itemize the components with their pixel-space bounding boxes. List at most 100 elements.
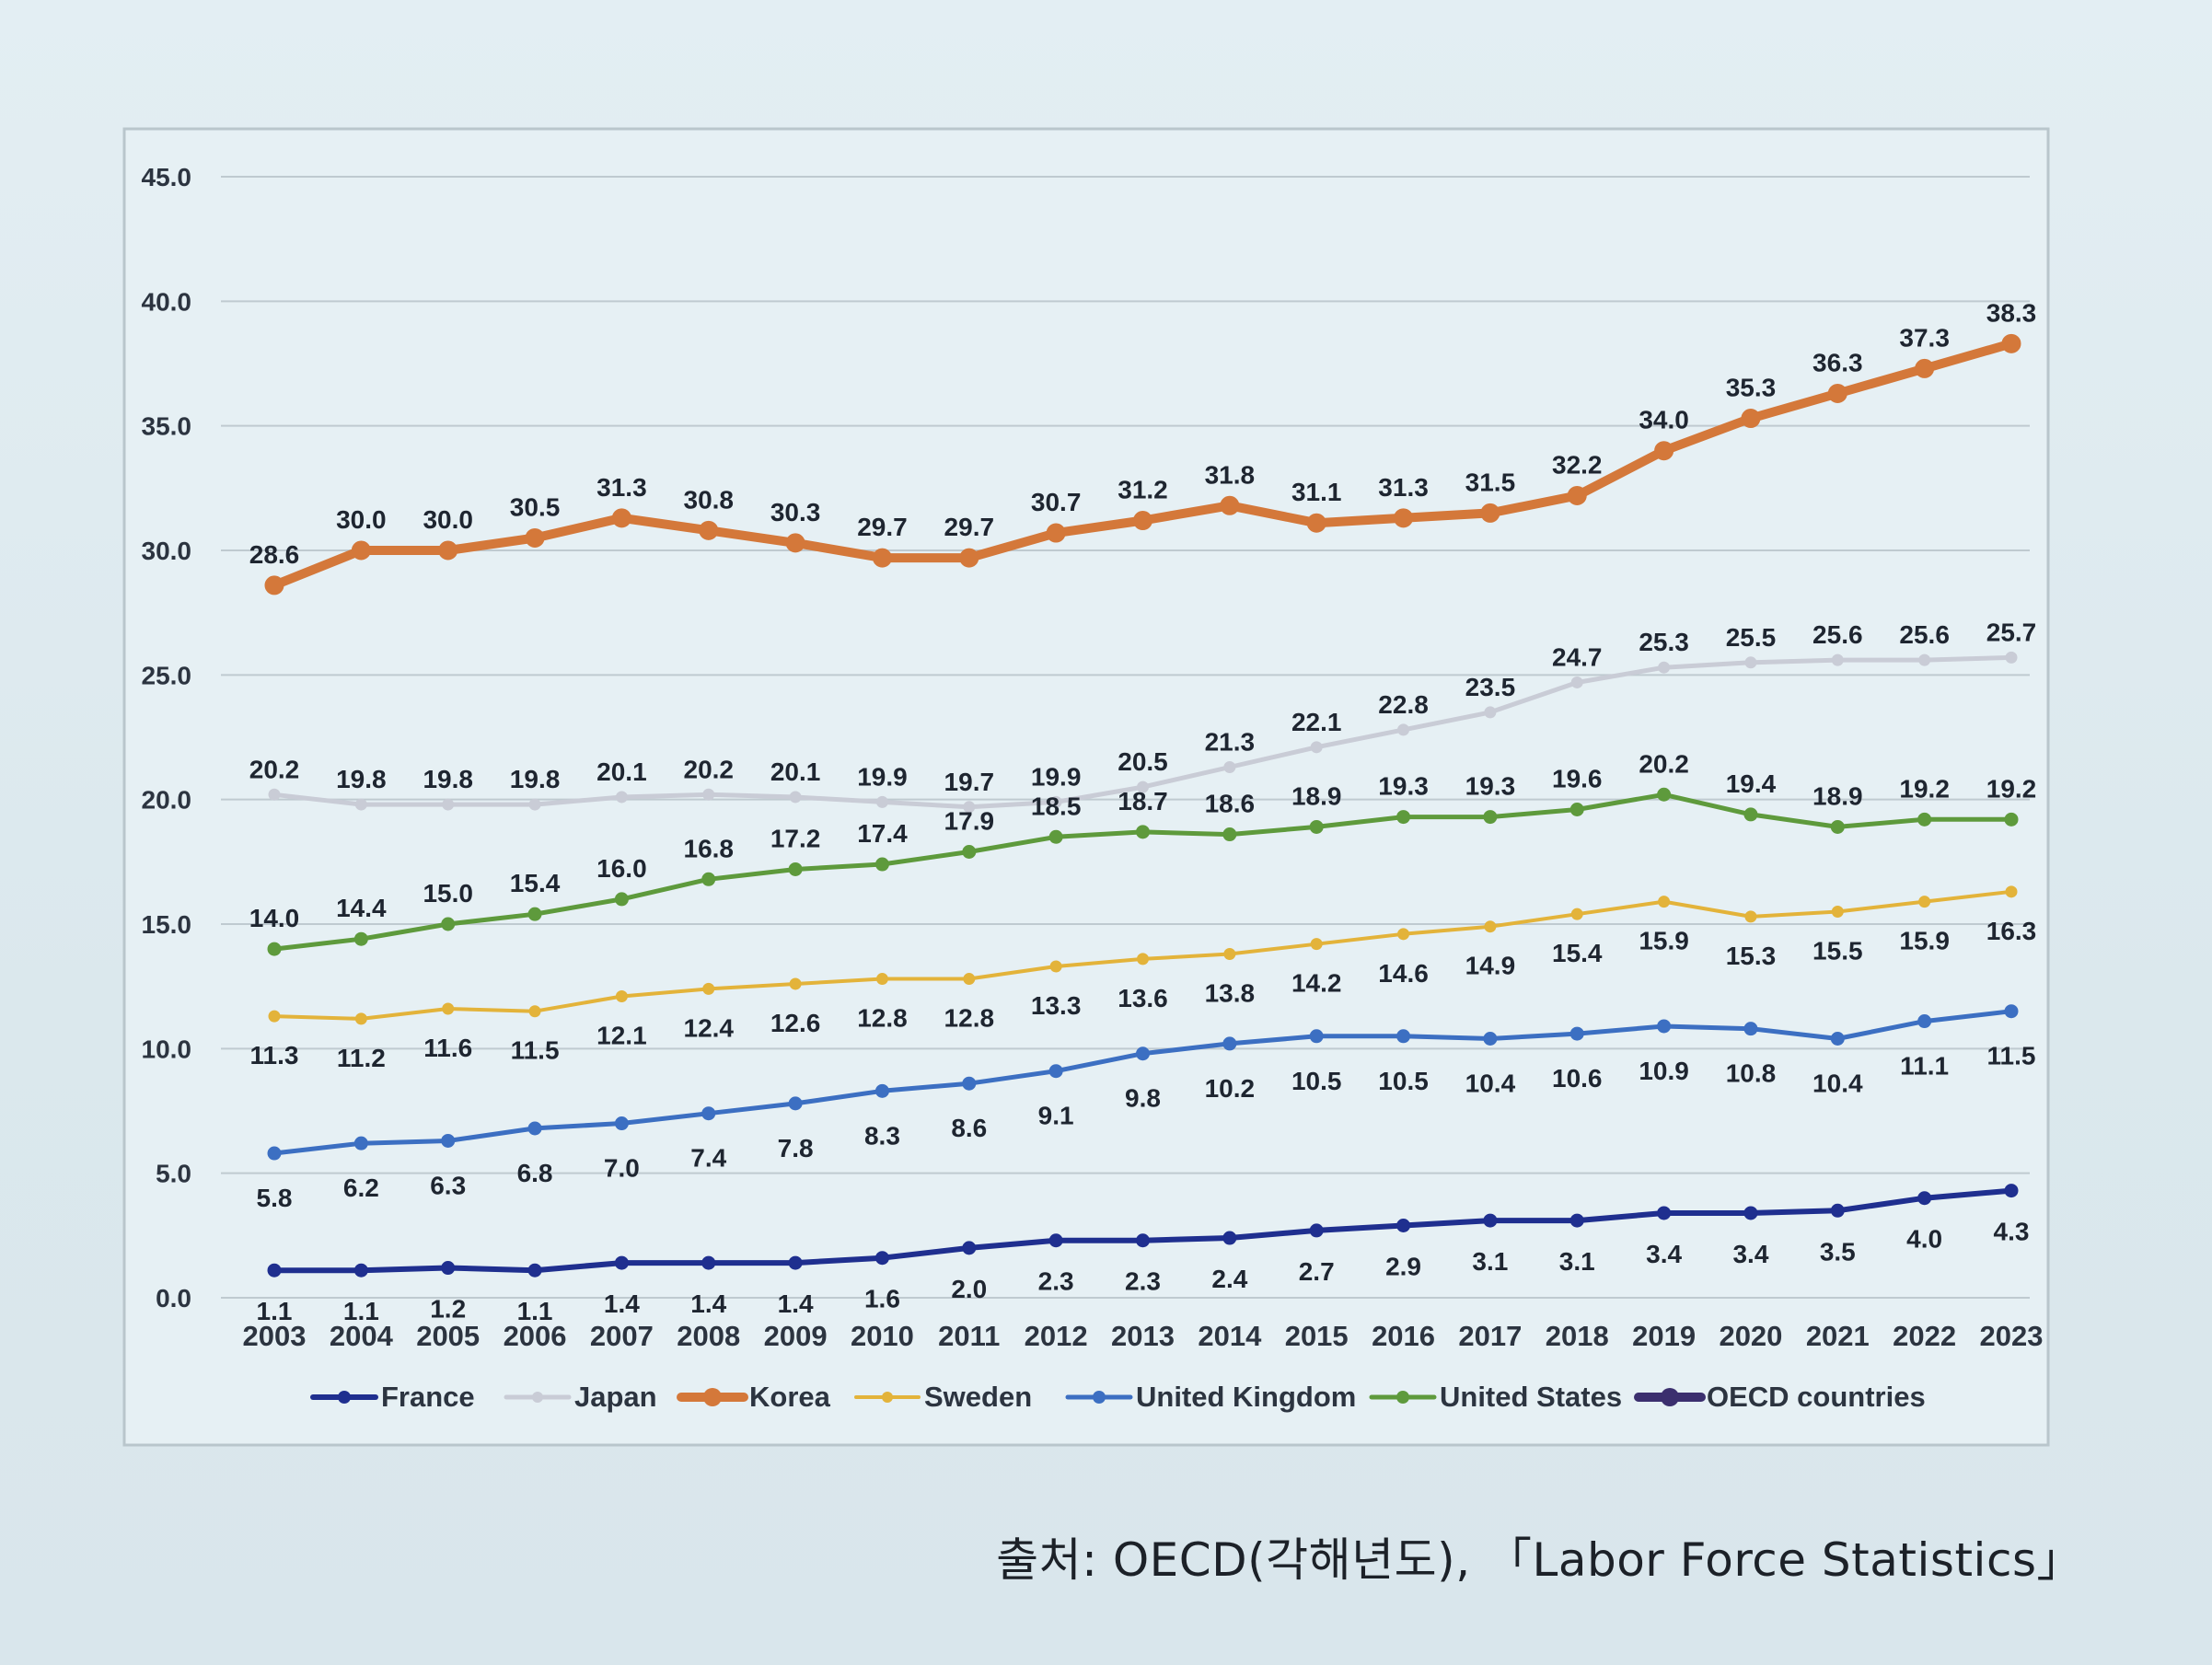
data-point <box>1396 1029 1411 1044</box>
data-point <box>1569 1213 1584 1228</box>
data-label: 4.0 <box>1906 1225 1942 1254</box>
data-point <box>1657 787 1672 802</box>
data-point <box>1744 910 1757 923</box>
data-point <box>1741 409 1761 429</box>
data-label: 38.3 <box>1986 298 2037 327</box>
data-point <box>441 1133 456 1148</box>
data-point <box>1569 802 1584 816</box>
x-tick-label: 2018 <box>1546 1320 1609 1352</box>
data-point <box>1137 953 1149 965</box>
data-point <box>1918 653 1931 666</box>
y-tick-label: 0.0 <box>156 1284 191 1312</box>
data-point <box>962 1241 977 1255</box>
data-point <box>1220 495 1240 515</box>
data-label: 15.4 <box>510 869 561 897</box>
data-point <box>1048 829 1063 844</box>
data-label: 17.9 <box>944 807 995 836</box>
data-point <box>1483 1032 1498 1046</box>
data-label: 25.6 <box>1899 620 1950 649</box>
data-point <box>874 857 889 872</box>
data-point <box>1394 508 1414 528</box>
data-label: 4.3 <box>1994 1218 2030 1246</box>
data-point <box>1136 825 1150 839</box>
data-label: 19.9 <box>857 762 908 791</box>
data-label: 11.5 <box>511 1036 560 1065</box>
data-point <box>267 1263 282 1278</box>
legend-marker <box>882 1392 893 1403</box>
data-point <box>353 931 368 946</box>
data-point <box>874 1251 889 1266</box>
data-point <box>615 989 628 1002</box>
data-label: 1.6 <box>864 1285 900 1313</box>
data-label: 10.8 <box>1726 1059 1777 1088</box>
data-label: 20.1 <box>596 757 647 786</box>
data-point <box>354 798 367 811</box>
data-point <box>353 1136 368 1150</box>
data-point <box>1658 896 1671 908</box>
data-label: 13.6 <box>1118 984 1168 1012</box>
y-tick-label: 5.0 <box>156 1160 191 1188</box>
data-label: 1.1 <box>517 1297 553 1325</box>
data-label: 30.0 <box>423 505 473 534</box>
data-point <box>267 1146 282 1161</box>
data-label: 10.9 <box>1639 1057 1689 1085</box>
data-point <box>701 872 716 886</box>
x-tick-label: 2022 <box>1893 1320 1956 1352</box>
legend-label: United Kingdom <box>1136 1381 1356 1413</box>
x-tick-label: 2006 <box>504 1320 567 1352</box>
data-label: 6.3 <box>430 1171 466 1199</box>
data-label: 14.6 <box>1378 959 1429 988</box>
data-point <box>1827 383 1847 403</box>
data-point <box>1830 1203 1845 1218</box>
data-label: 2.3 <box>1038 1267 1074 1296</box>
data-point <box>1222 1036 1237 1051</box>
data-point <box>1483 810 1498 825</box>
data-label: 11.1 <box>1900 1052 1949 1081</box>
y-axis-ticks: 0.0 5.0 10.0 15.0 20.0 25.0 30.0 35.0 40.0 45.0 <box>142 163 192 1312</box>
data-label: 1.4 <box>690 1289 726 1318</box>
data-point <box>1743 807 1758 822</box>
y-tick-label: 30.0 <box>142 537 192 565</box>
y-tick-label: 25.0 <box>142 661 192 689</box>
data-label: 20.2 <box>249 755 300 783</box>
data-point <box>1309 1223 1324 1238</box>
data-label: 10.6 <box>1552 1064 1603 1093</box>
data-point <box>1483 1213 1498 1228</box>
data-point <box>1309 1029 1324 1044</box>
data-point <box>528 1005 541 1018</box>
data-point <box>527 907 542 921</box>
data-label: 25.7 <box>1986 618 2037 646</box>
data-label: 22.1 <box>1291 708 1342 736</box>
data-point <box>2004 1004 2019 1019</box>
x-tick-label: 2008 <box>677 1320 740 1352</box>
data-label: 10.5 <box>1291 1067 1342 1095</box>
data-point <box>442 1002 455 1015</box>
data-point <box>441 917 456 931</box>
data-point <box>1048 1233 1063 1248</box>
data-point <box>1049 795 1062 808</box>
data-label: 8.6 <box>951 1114 987 1142</box>
x-tick-label: 2004 <box>330 1320 394 1352</box>
data-label: 17.4 <box>857 819 908 848</box>
data-point <box>351 540 371 561</box>
data-label: 12.6 <box>770 1009 821 1037</box>
data-point <box>1396 1219 1411 1233</box>
data-label: 7.4 <box>690 1144 726 1173</box>
data-point <box>875 973 888 986</box>
data-point <box>1917 1014 1932 1029</box>
data-label: 13.3 <box>1031 991 1082 1020</box>
data-point <box>1484 920 1497 933</box>
x-tick-label: 2017 <box>1458 1320 1522 1352</box>
data-label: 2.4 <box>1211 1265 1247 1293</box>
data-label: 36.3 <box>1812 348 1863 376</box>
data-point <box>1570 908 1583 920</box>
data-label: 31.1 <box>1291 478 1342 506</box>
legend-marker <box>703 1388 722 1406</box>
data-point <box>614 1255 629 1270</box>
data-point <box>1309 819 1324 834</box>
source-note: 출처: OECD(각해년도), 「Labor Force Statistics」 <box>996 1533 2083 1587</box>
data-label: 14.9 <box>1465 952 1516 980</box>
legend-label: OECD countries <box>1707 1381 1926 1413</box>
y-tick-label: 35.0 <box>142 412 192 441</box>
